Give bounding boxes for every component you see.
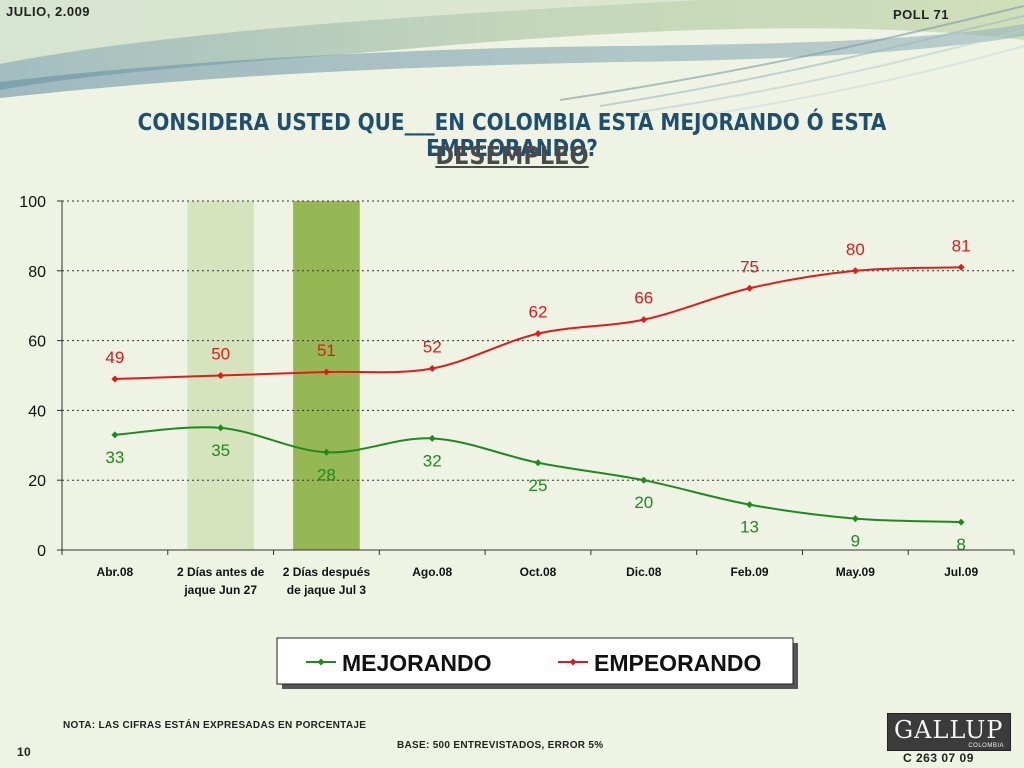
data-label-empeorando-1: 50 [211, 345, 230, 364]
legend-marker-empeorando [569, 658, 577, 666]
data-point-mejorando-7 [851, 515, 859, 523]
x-tick-label-7-0: May.09 [836, 565, 875, 579]
data-label-empeorando-3: 52 [423, 338, 442, 357]
x-tick-label-1-1: jaque Jun 27 [183, 583, 257, 597]
data-point-mejorando-3 [428, 434, 436, 442]
data-label-mejorando-7: 9 [851, 532, 860, 551]
x-tick-label-3-0: Ago.08 [412, 565, 452, 579]
data-label-empeorando-2: 51 [317, 341, 336, 360]
page-number: 10 [17, 745, 31, 759]
data-label-empeorando-5: 66 [634, 289, 653, 308]
data-point-mejorando-0 [111, 431, 119, 439]
data-label-empeorando-0: 49 [105, 348, 124, 367]
data-point-empeorando-8 [957, 263, 965, 271]
y-tick-label-0: 0 [37, 543, 46, 560]
x-tick-label-0-0: Abr.08 [97, 565, 134, 579]
x-tick-label-6-0: Feb.09 [731, 565, 769, 579]
x-tick-label-4-0: Oct.08 [520, 565, 557, 579]
data-label-mejorando-5: 20 [634, 493, 653, 512]
footnote-units: NOTA: LAS CIFRAS ESTÁN EXPRESADAS EN POR… [63, 720, 367, 731]
legend-box [276, 637, 794, 685]
data-point-mejorando-1 [217, 424, 225, 432]
data-label-mejorando-4: 25 [529, 476, 548, 495]
data-point-empeorando-5 [640, 316, 648, 324]
x-tick-label-8-0: Jul.09 [944, 565, 978, 579]
y-tick-label-20: 20 [28, 473, 46, 490]
poll-number: POLL 71 [893, 7, 950, 22]
y-tick-label-80: 80 [28, 264, 46, 281]
legend-label-mejorando: MEJORANDO [342, 650, 492, 676]
data-point-empeorando-1 [217, 372, 225, 379]
x-tick-label-2-0: 2 Días después [283, 565, 371, 579]
data-point-mejorando-8 [957, 518, 965, 526]
chart-question-title: CONSIDERA USTED QUE___EN COLOMBIA ESTA M… [137, 110, 887, 162]
data-label-mejorando-8: 8 [956, 535, 965, 554]
data-point-mejorando-5 [640, 476, 648, 484]
data-label-empeorando-7: 80 [846, 240, 865, 259]
data-point-empeorando-3 [428, 365, 436, 373]
x-tick-label-1-0: 2 Días antes de [177, 565, 265, 579]
x-tick-label-2-1: de jaque Jul 3 [287, 583, 367, 597]
y-tick-label-40: 40 [28, 403, 46, 420]
gallup-logo: GALLUP COLOMBIA [887, 713, 1011, 751]
data-label-empeorando-8: 81 [952, 236, 971, 255]
logo-wordmark: GALLUP [894, 716, 1004, 744]
data-label-empeorando-4: 62 [529, 303, 548, 322]
data-point-mejorando-6 [746, 501, 754, 509]
data-label-mejorando-6: 13 [740, 518, 759, 537]
y-tick-label-60: 60 [28, 334, 46, 351]
document-code: C 263 07 09 [903, 751, 974, 765]
y-tick-label-100: 100 [19, 194, 46, 211]
data-label-mejorando-3: 32 [423, 451, 442, 470]
data-point-empeorando-0 [111, 375, 119, 383]
data-point-empeorando-2 [322, 368, 330, 376]
data-label-mejorando-0: 33 [105, 448, 124, 467]
data-point-empeorando-6 [746, 284, 754, 292]
data-label-mejorando-1: 35 [211, 441, 230, 460]
data-point-empeorando-7 [851, 267, 859, 275]
data-point-empeorando-4 [534, 330, 542, 338]
footnote-base: BASE: 500 ENTREVISTADOS, ERROR 5% [397, 740, 604, 751]
x-tick-label-5-0: Dic.08 [626, 565, 662, 579]
data-label-empeorando-6: 75 [740, 257, 759, 276]
logo-subtitle: COLOMBIA [968, 743, 1004, 749]
legend-marker-mejorando [317, 658, 325, 666]
report-date: JULIO, 2.009 [6, 4, 91, 19]
data-label-mejorando-2: 28 [317, 465, 336, 484]
chart-topic-title: DESEMPLEO [435, 141, 589, 170]
legend-label-empeorando: EMPEORANDO [594, 650, 761, 676]
data-point-mejorando-4 [534, 459, 542, 467]
data-point-mejorando-2 [322, 448, 330, 456]
